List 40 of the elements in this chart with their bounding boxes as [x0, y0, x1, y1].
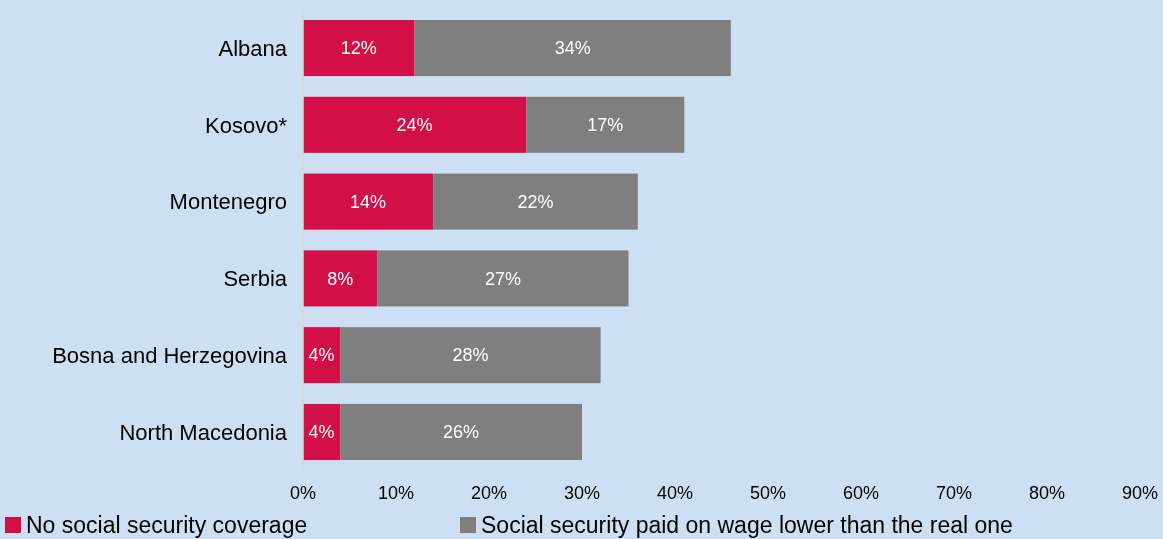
bar [414, 19, 731, 77]
bar [303, 173, 434, 230]
y-tick-label: Montenegro [169, 189, 287, 215]
x-tick-label: 70% [935, 483, 973, 504]
data-label: 24% [396, 115, 433, 136]
x-tick-label: 40% [656, 483, 694, 504]
bar [340, 327, 601, 384]
x-tick-label: 20% [470, 483, 508, 504]
bar [303, 19, 415, 77]
y-tick-label: Kosovo* [205, 112, 288, 138]
data-label: 27% [484, 268, 521, 289]
y-tick-label: North Macedonia [119, 419, 288, 445]
bar [303, 250, 378, 307]
legend-label: No social security coverage [26, 512, 308, 539]
bar [340, 403, 582, 461]
bar [526, 96, 685, 153]
x-tick-label: 0% [289, 483, 317, 504]
data-label: 4% [308, 422, 335, 443]
bar [303, 96, 527, 153]
legend-label: Social security paid on wage lower than the real one [481, 512, 1013, 539]
data-label: 17% [587, 115, 624, 136]
data-label: 26% [443, 422, 480, 443]
x-tick-label: 10% [377, 483, 415, 504]
data-label: 14% [350, 191, 387, 212]
y-tick-label: Albana [218, 35, 288, 61]
y-tick-label: Bosna and Herzegovina [52, 342, 288, 368]
x-tick-label: 30% [563, 483, 601, 504]
x-tick-label: 90% [1121, 483, 1159, 504]
x-tick-label: 80% [1028, 483, 1066, 504]
y-tick-label: Serbia [223, 266, 288, 292]
data-label: 22% [517, 191, 554, 212]
x-tick-label: 60% [842, 483, 880, 504]
data-label: 34% [554, 38, 591, 59]
bar [377, 250, 629, 307]
data-label: 12% [340, 38, 377, 59]
x-tick-label: 50% [749, 483, 787, 504]
data-label: 8% [327, 268, 354, 289]
bar [433, 173, 638, 230]
data-label: 28% [452, 345, 489, 366]
data-label: 4% [308, 345, 335, 366]
